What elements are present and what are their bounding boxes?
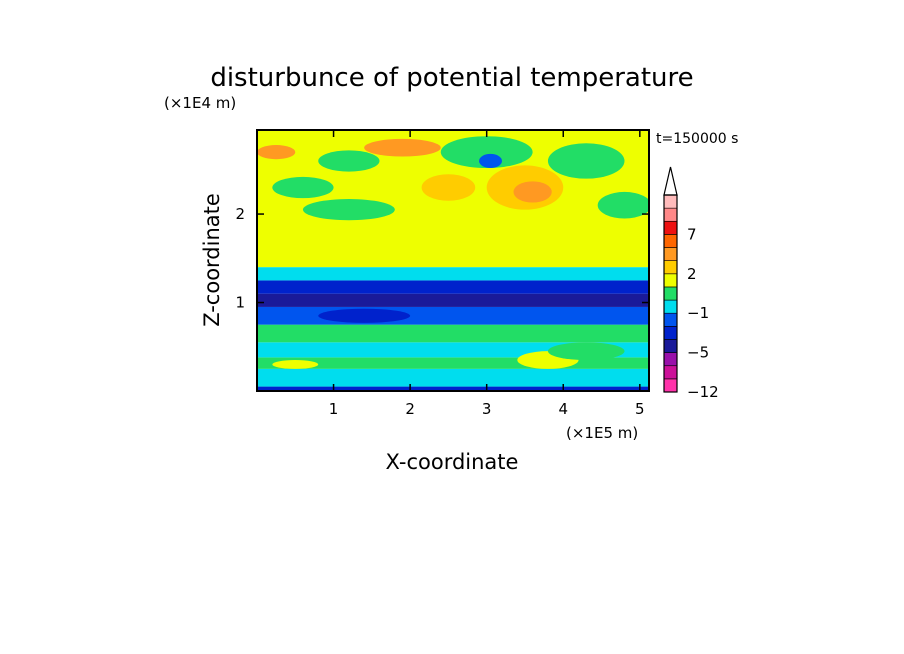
colorbar-swatch-6 — [663, 299, 678, 314]
heatmap-contour-14 — [318, 308, 411, 323]
colorbar-swatch-4 — [663, 326, 678, 340]
heatmap-band-2 — [257, 357, 649, 369]
colorbar-swatch-2 — [663, 352, 678, 367]
heatmap-plot-area — [257, 130, 649, 391]
x-tick-label: 4 — [558, 400, 568, 418]
x-tick-label: 1 — [329, 400, 339, 418]
colorbar-extend-arrow — [663, 166, 678, 196]
heatmap-band-1 — [257, 368, 649, 387]
colorbar-swatch-10 — [663, 247, 678, 261]
y-tick-label: 2 — [235, 205, 245, 223]
x-tick-label: 2 — [405, 400, 415, 418]
colorbar-swatch-14 — [663, 194, 678, 209]
colorbar-swatch-9 — [663, 260, 678, 275]
colorbar-swatch-0 — [663, 378, 678, 393]
colorbar-tick-label: −5 — [687, 344, 709, 362]
heatmap-contour-3 — [302, 199, 395, 221]
colorbar-swatch-1 — [663, 365, 678, 380]
x-axis-label: X-coordinate — [386, 450, 519, 474]
colorbar-frame — [663, 194, 678, 393]
colorbar-swatch-7 — [663, 286, 678, 301]
y-axis-ticks: 12 — [235, 205, 649, 312]
heatmap-band-6 — [257, 293, 649, 307]
heatmap-contour-5 — [421, 174, 476, 201]
colorbar-tick-label: −12 — [687, 383, 719, 401]
colorbar-swatch-12 — [663, 220, 678, 235]
heatmap-contour-7 — [479, 153, 502, 169]
colorbar-tick-label: −1 — [687, 304, 709, 322]
x-tick-label: 3 — [482, 400, 492, 418]
y-unit-label: (×1E4 m) — [164, 94, 236, 112]
colorbar-swatch-11 — [663, 234, 678, 248]
plot-frame — [256, 129, 650, 392]
heatmap-contour-2 — [318, 150, 380, 172]
heatmap-contour-15 — [272, 360, 319, 369]
colorbar-swatch-13 — [663, 207, 678, 222]
x-unit-label: (×1E5 m) — [566, 424, 638, 442]
colorbar: 7 2 −1 −5 −12 — [663, 166, 719, 401]
heatmap-contour-13 — [547, 342, 625, 361]
colorbar-swatch-5 — [663, 312, 678, 327]
heatmap-band-4 — [257, 324, 649, 343]
colorbar-swatch-3 — [663, 339, 678, 353]
colorbar-swatch-8 — [663, 273, 678, 288]
heatmap-band-0 — [257, 386, 649, 391]
heatmap-contour-10 — [547, 143, 625, 179]
y-axis-label: Z-coordinate — [200, 193, 224, 327]
x-axis-ticks: 1 2 3 4 5 — [329, 130, 645, 418]
heatmap-band-8 — [257, 267, 649, 281]
heatmap-band-7 — [257, 280, 649, 294]
colorbar-tick-label: 2 — [687, 265, 697, 283]
time-label: t=150000 s — [656, 131, 738, 147]
y-tick-label: 1 — [235, 294, 245, 312]
heatmap-contour-11 — [597, 191, 649, 219]
heatmap-contour-1 — [272, 176, 334, 199]
heatmap-contour-4 — [364, 138, 441, 157]
heatmap-contour-0 — [257, 145, 296, 160]
chart-title: disturbunce of potential temperature — [210, 63, 693, 93]
colorbar-tick-label: 7 — [687, 225, 697, 243]
heatmap-contour-6 — [440, 136, 533, 169]
heatmap-band-5 — [257, 306, 649, 325]
x-tick-label: 5 — [635, 400, 645, 418]
heatmap-contour-9 — [513, 181, 552, 203]
